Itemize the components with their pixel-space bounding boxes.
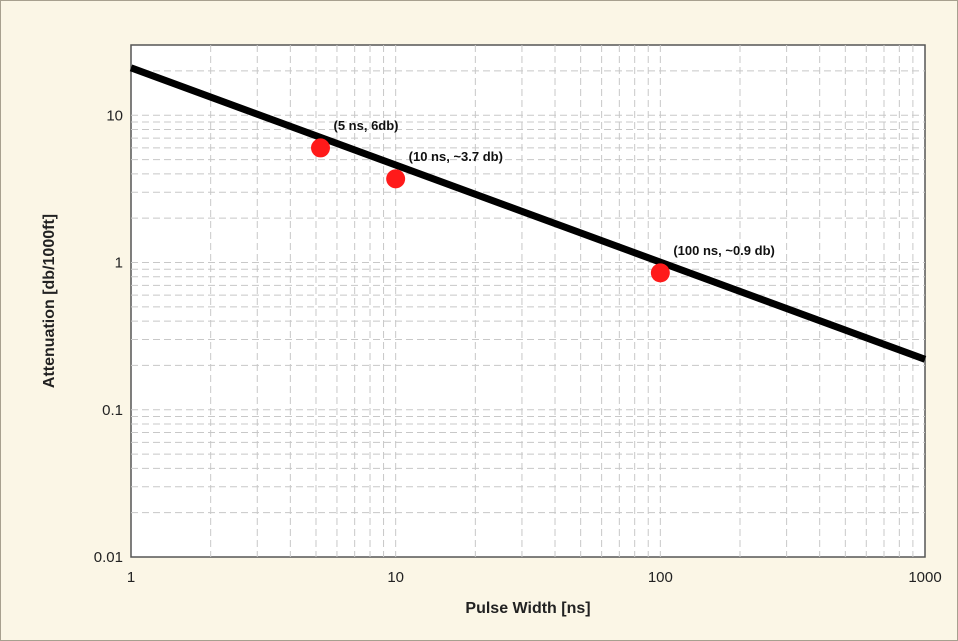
y-axis-label: Attenuation [db/1000ft] (41, 214, 58, 388)
x-tick-label: 10 (387, 569, 404, 586)
points-layer: (5 ns, 6db) (10 ns, ~3.7 db) (100 ns, ~0.9… (311, 118, 775, 283)
grid (131, 45, 925, 557)
y-tick-label: 10 (106, 107, 123, 124)
x-tick-labels: 1 10 100 1000 (127, 569, 942, 586)
y-tick-label: 1 (115, 255, 123, 272)
x-tick-label: 1000 (908, 569, 941, 586)
y-tick-labels: 0.01 0.1 1 10 (94, 107, 123, 566)
x-axis-label: Pulse Width [ns] (465, 600, 590, 617)
y-tick-label: 0.1 (102, 402, 123, 419)
y-tick-label: 0.01 (94, 549, 123, 566)
point-annotation: (5 ns, 6db) (334, 118, 399, 133)
x-tick-label: 100 (648, 569, 673, 586)
point-annotation: (10 ns, ~3.7 db) (409, 149, 503, 164)
data-point (311, 138, 331, 158)
plot-area (130, 44, 926, 558)
x-tick-label: 1 (127, 569, 135, 586)
data-point (386, 169, 406, 189)
attenuation-line (129, 64, 927, 363)
data-point (650, 263, 670, 283)
point-annotation: (100 ns, ~0.9 db) (673, 243, 775, 258)
series-layer (129, 64, 927, 363)
